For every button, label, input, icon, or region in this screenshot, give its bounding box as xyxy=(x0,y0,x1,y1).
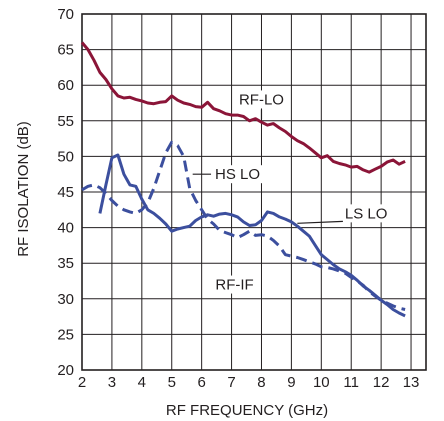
plot-frame xyxy=(81,13,427,371)
annotation-ls-lo: LS LO xyxy=(345,205,388,222)
grid-lines xyxy=(81,13,426,371)
annotation-rf-lo: RF-LO xyxy=(239,91,284,108)
y-axis-label: RF ISOLATION (dB) xyxy=(15,121,32,257)
series-hs-lo-line xyxy=(81,140,406,311)
x-tick-label: 2 xyxy=(78,374,86,391)
y-tick-label: 55 xyxy=(57,113,74,130)
x-tick-label: 4 xyxy=(138,374,146,391)
y-tick-label: 65 xyxy=(57,42,74,59)
y-tick-label: 35 xyxy=(57,255,74,272)
y-tick-label: 45 xyxy=(57,184,74,201)
annotation-background xyxy=(212,275,257,294)
series-lines xyxy=(80,41,406,318)
x-tick-label: 5 xyxy=(168,374,176,391)
y-tick-label: 50 xyxy=(57,148,74,165)
x-tick-label: 11 xyxy=(343,374,359,391)
x-tick-label: 8 xyxy=(257,374,265,391)
annotation-leader-line xyxy=(297,220,343,224)
annotation-background xyxy=(212,165,264,184)
y-tick-label: 30 xyxy=(57,291,74,308)
annotation-rf-if: RF-IF xyxy=(215,277,253,294)
annotation-background xyxy=(341,204,391,223)
x-tick-label: 10 xyxy=(313,374,330,391)
y-tick-label: 40 xyxy=(57,220,74,237)
y-tick-label: 70 xyxy=(57,6,74,23)
series-ls-lo-line xyxy=(98,153,406,318)
x-tick-labels: 2 3 4 5 6 7 8 9 10 11 12 13 xyxy=(78,374,420,391)
y-tick-labels: 20 25 30 35 40 45 50 55 60 65 70 xyxy=(57,6,74,379)
y-tick-label: 20 xyxy=(57,362,74,379)
x-axis-label: RF FREQUENCY (GHz) xyxy=(166,402,328,419)
y-tick-label: 25 xyxy=(57,326,74,343)
annotation-hs-lo: HS LO xyxy=(215,166,260,183)
y-tick-label: 60 xyxy=(57,77,74,94)
x-tick-label: 13 xyxy=(403,374,420,391)
x-tick-label: 9 xyxy=(287,374,295,391)
annotations: RF-LO HS LO LS LO RF-IF xyxy=(192,90,391,294)
series-rf-lo-line xyxy=(80,41,406,174)
x-tick-label: 7 xyxy=(227,374,235,391)
x-tick-label: 3 xyxy=(108,374,116,391)
x-tick-label: 6 xyxy=(197,374,205,391)
annotation-background xyxy=(235,90,287,109)
x-tick-label: 12 xyxy=(373,374,390,391)
